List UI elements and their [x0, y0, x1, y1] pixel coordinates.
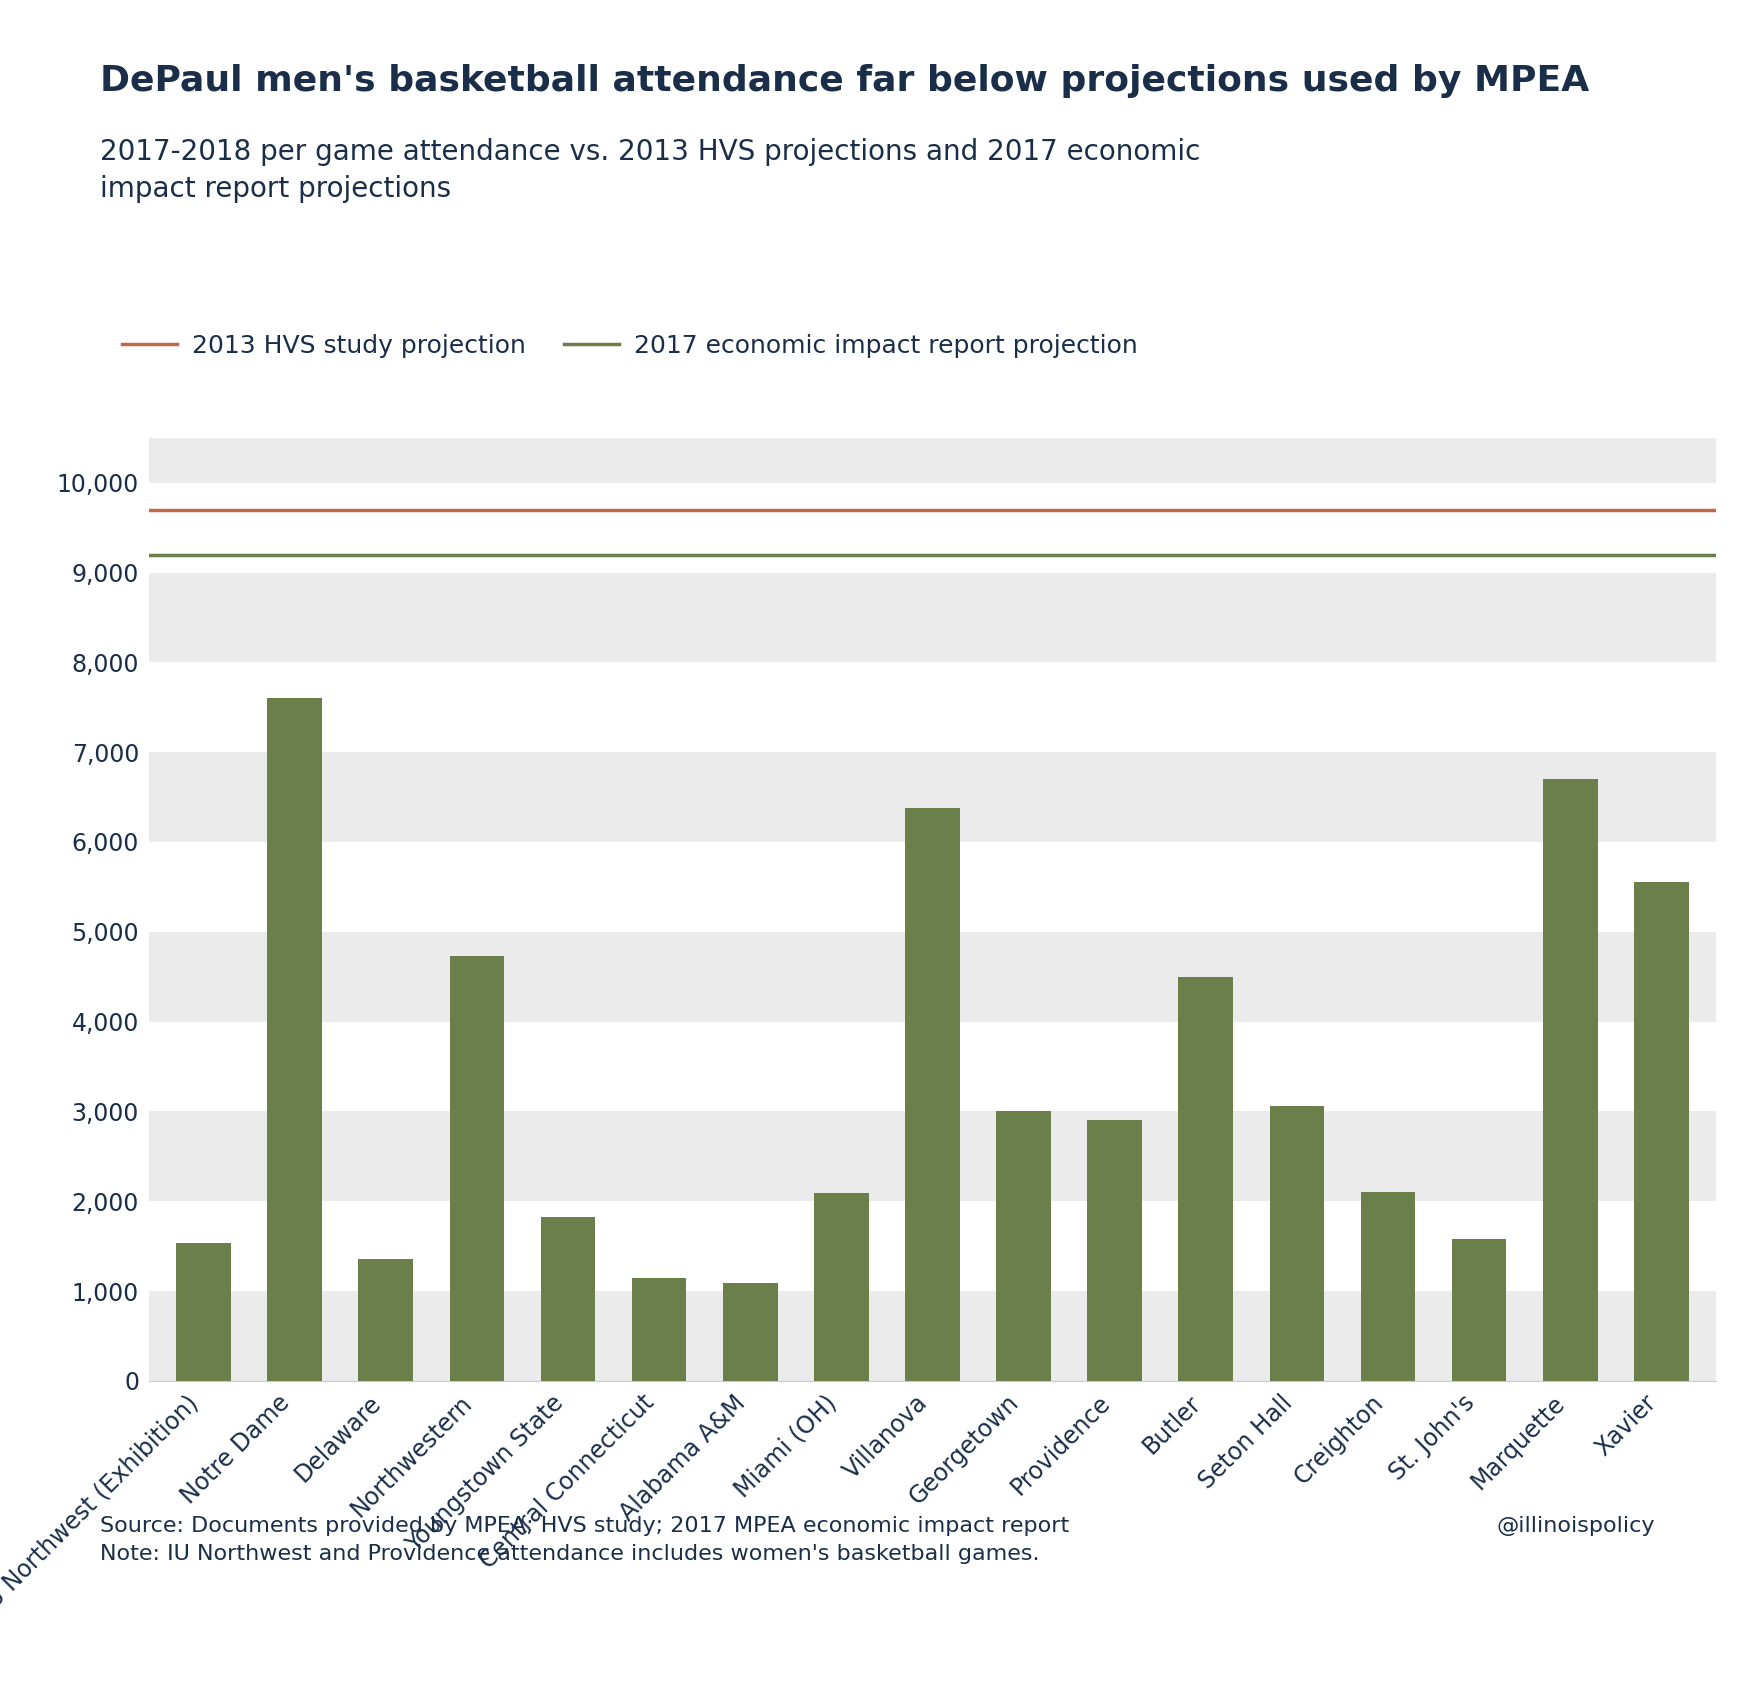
- Bar: [149, 662, 1716, 753]
- Bar: [1269, 1106, 1324, 1381]
- Bar: [149, 483, 1716, 573]
- Bar: [1178, 977, 1233, 1381]
- Bar: [149, 842, 1716, 931]
- Bar: [149, 573, 1716, 662]
- Bar: [1087, 1120, 1142, 1381]
- Bar: [149, 931, 1716, 1022]
- Bar: [541, 1218, 595, 1381]
- Bar: [149, 1292, 1716, 1381]
- Bar: [149, 438, 1716, 483]
- Text: DePaul men's basketball attendance far below projections used by MPEA: DePaul men's basketball attendance far b…: [100, 64, 1590, 98]
- Bar: [149, 753, 1716, 842]
- Bar: [632, 1278, 686, 1381]
- Bar: [723, 1283, 777, 1381]
- Bar: [814, 1194, 868, 1381]
- Bar: [149, 1201, 1716, 1292]
- Bar: [996, 1110, 1051, 1381]
- Bar: [1634, 881, 1688, 1381]
- Bar: [268, 699, 322, 1381]
- Bar: [149, 1022, 1716, 1111]
- Bar: [1452, 1239, 1506, 1381]
- Bar: [177, 1243, 231, 1381]
- Bar: [1543, 780, 1597, 1381]
- Text: @illinoispolicy: @illinoispolicy: [1495, 1516, 1655, 1536]
- Text: 2017-2018 per game attendance vs. 2013 HVS projections and 2017 economic
impact : 2017-2018 per game attendance vs. 2013 H…: [100, 138, 1199, 202]
- Bar: [905, 808, 960, 1381]
- Bar: [450, 957, 504, 1381]
- Bar: [1361, 1192, 1415, 1381]
- Bar: [149, 1111, 1716, 1201]
- Legend: 2013 HVS study projection, 2017 economic impact report projection: 2013 HVS study projection, 2017 economic…: [112, 323, 1147, 369]
- Text: Source: Documents provided by MPEA; HVS study; 2017 MPEA economic impact report
: Source: Documents provided by MPEA; HVS …: [100, 1516, 1070, 1564]
- Bar: [359, 1258, 413, 1381]
